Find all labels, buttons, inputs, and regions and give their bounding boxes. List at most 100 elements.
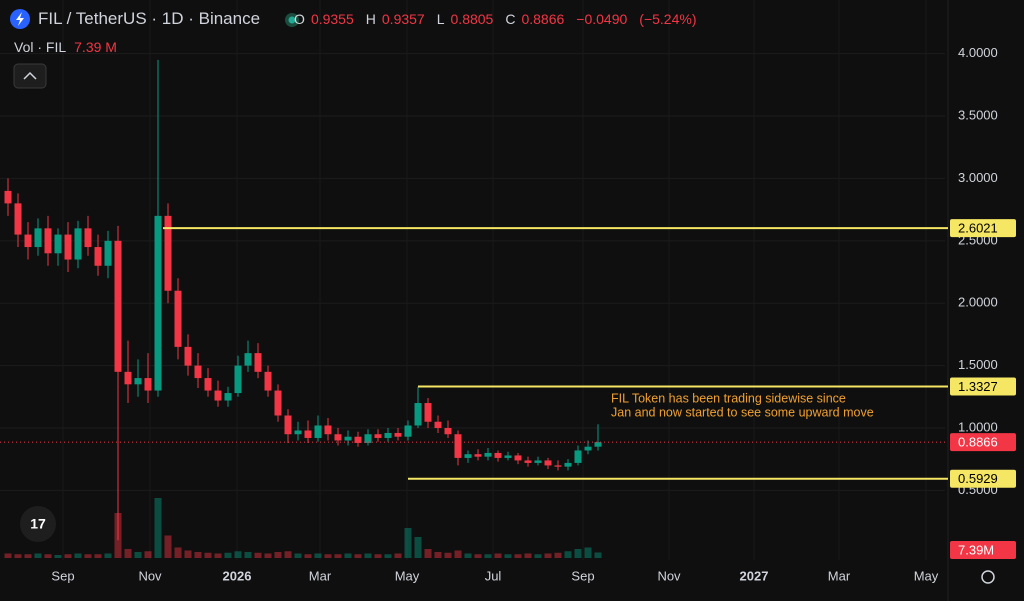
ohlc-key: C bbox=[505, 11, 516, 27]
x-tick-label: Mar bbox=[828, 568, 851, 583]
level-label: 1.3327 bbox=[958, 379, 998, 394]
candle-body bbox=[434, 421, 442, 428]
level-label: 0.5929 bbox=[958, 471, 998, 486]
candle-body bbox=[14, 203, 22, 235]
ohlc-value: 0.8866 bbox=[521, 11, 565, 27]
volume-bar bbox=[344, 553, 352, 558]
volume-bar bbox=[264, 553, 272, 558]
volume-bar bbox=[504, 554, 512, 558]
volume-bar bbox=[204, 552, 212, 558]
x-tick-label: Sep bbox=[51, 568, 74, 583]
candle-body bbox=[234, 365, 242, 394]
level-label-box bbox=[950, 377, 1016, 396]
candle-body bbox=[294, 430, 302, 435]
volume-bar bbox=[184, 550, 192, 558]
volume-bar bbox=[314, 553, 322, 558]
candle-body bbox=[224, 393, 232, 401]
volume-name: Vol · FIL bbox=[14, 39, 67, 55]
candle-body bbox=[24, 234, 32, 248]
tv-logo[interactable] bbox=[20, 506, 56, 542]
candle-body bbox=[274, 390, 282, 416]
volume-bar bbox=[454, 550, 462, 558]
candle-body bbox=[554, 465, 562, 467]
candle-body bbox=[44, 228, 52, 254]
volume-bar bbox=[574, 549, 582, 558]
candle-body bbox=[264, 371, 272, 391]
candle-body bbox=[194, 365, 202, 379]
volume-bar bbox=[64, 554, 72, 558]
volume-bar bbox=[434, 552, 442, 558]
settings-icon[interactable] bbox=[981, 570, 995, 584]
annotation: Jan and now started to see some upward m… bbox=[611, 405, 874, 419]
ohlc-value: 0.9355 bbox=[310, 11, 354, 27]
y-tick-label: 1.5000 bbox=[958, 357, 998, 372]
ohlc-key: L bbox=[436, 11, 445, 27]
candle-body bbox=[74, 228, 82, 260]
candle-body bbox=[414, 403, 422, 426]
level-label-box bbox=[950, 469, 1016, 488]
candle-body bbox=[134, 378, 142, 385]
tv-logo-text: 17 bbox=[30, 516, 46, 532]
volume-bar bbox=[94, 554, 102, 558]
volume-bar bbox=[54, 555, 62, 558]
volume-label-box bbox=[950, 541, 1016, 559]
candle-body bbox=[444, 427, 452, 435]
candle-body bbox=[534, 460, 542, 463]
volume-bar bbox=[324, 554, 332, 558]
change-pct: (−5.24%) bbox=[639, 11, 697, 27]
candle-body bbox=[514, 455, 522, 461]
y-tick-label: 3.5000 bbox=[958, 107, 998, 122]
volume-bar bbox=[194, 552, 202, 558]
volume-bar bbox=[244, 552, 252, 558]
price-label-box bbox=[950, 433, 1016, 452]
change: −0.0490 bbox=[576, 11, 628, 27]
volume-bar bbox=[174, 547, 182, 558]
status-dot-inner bbox=[288, 16, 296, 24]
x-tick-label: May bbox=[395, 568, 420, 583]
volume-bar bbox=[394, 553, 402, 558]
volume-bar bbox=[214, 553, 222, 558]
candle-body bbox=[404, 425, 412, 437]
candle-body bbox=[254, 353, 262, 372]
volume-bar bbox=[534, 554, 542, 558]
candle-body bbox=[84, 228, 92, 248]
x-tick-label: Jul bbox=[485, 568, 502, 583]
volume-bar bbox=[144, 551, 152, 558]
candle-body bbox=[374, 434, 382, 438]
collapse-button[interactable] bbox=[13, 63, 47, 89]
volume-bar bbox=[444, 552, 452, 558]
volume-header: Vol · FIL 7.39 M bbox=[14, 39, 117, 55]
candle-body bbox=[564, 462, 572, 467]
volume-bar bbox=[154, 498, 162, 558]
volume-bar bbox=[354, 554, 362, 558]
volume-bar bbox=[514, 554, 522, 558]
candle-body bbox=[494, 452, 502, 458]
candle-body bbox=[544, 460, 552, 466]
volume-bar bbox=[224, 552, 232, 558]
candle-body bbox=[284, 415, 292, 435]
collapse-icon bbox=[23, 71, 37, 80]
volume-bar bbox=[544, 553, 552, 558]
candle-body bbox=[114, 240, 122, 372]
ohlc-key: O bbox=[294, 11, 305, 27]
volume-bar bbox=[294, 553, 302, 558]
candle-body bbox=[144, 378, 152, 391]
volume-bar bbox=[564, 551, 572, 558]
volume-bar bbox=[14, 554, 22, 558]
volume-bar bbox=[334, 554, 342, 558]
volume-bar bbox=[84, 554, 92, 558]
candle-body bbox=[334, 434, 342, 441]
volume-bar bbox=[554, 552, 562, 558]
candle-body bbox=[504, 455, 512, 458]
candle-body bbox=[174, 290, 182, 347]
level-label-box bbox=[950, 219, 1016, 238]
candle-body bbox=[164, 215, 172, 291]
volume-bar bbox=[234, 551, 242, 558]
candle-body bbox=[204, 378, 212, 391]
volume-bar bbox=[424, 549, 432, 558]
x-tick-label: Mar bbox=[309, 568, 332, 583]
candle-body bbox=[524, 460, 532, 463]
candle-body bbox=[454, 434, 462, 458]
